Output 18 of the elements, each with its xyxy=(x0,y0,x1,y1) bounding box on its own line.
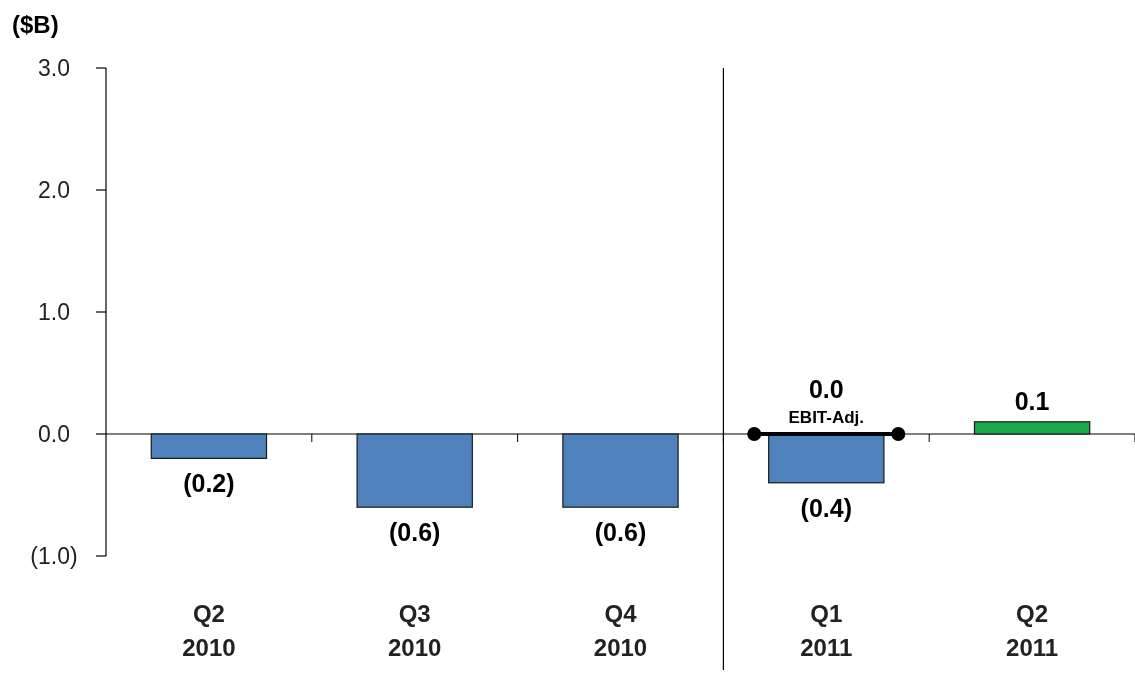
data-label: (0.6) xyxy=(389,518,441,547)
x-tick-label: Q4 2010 xyxy=(593,600,648,661)
data-label: (0.4) xyxy=(800,493,852,522)
y-tick-label: 0.0 xyxy=(38,421,70,447)
x-tick-label: Q2 2010 xyxy=(182,600,236,661)
data-label: (0.2) xyxy=(183,469,235,498)
y-axis-title: ($B) xyxy=(12,11,59,38)
y-tick-label: 1.0 xyxy=(38,299,70,325)
x-tick-label: Q1 2011 xyxy=(800,600,853,661)
annotation: EBIT-Adj. xyxy=(788,408,865,427)
x-tick-label: Q2 2011 xyxy=(1006,600,1059,661)
annotation: 0.0 xyxy=(808,375,844,403)
y-tick-label: 2.0 xyxy=(38,177,70,203)
data-label: (0.6) xyxy=(594,518,647,547)
x-tick-label: Q3 2010 xyxy=(388,600,442,661)
data-label: 0.1 xyxy=(1014,386,1050,415)
y-tick-label: (1.0) xyxy=(30,543,78,569)
y-tick-label: 3.0 xyxy=(38,55,70,81)
